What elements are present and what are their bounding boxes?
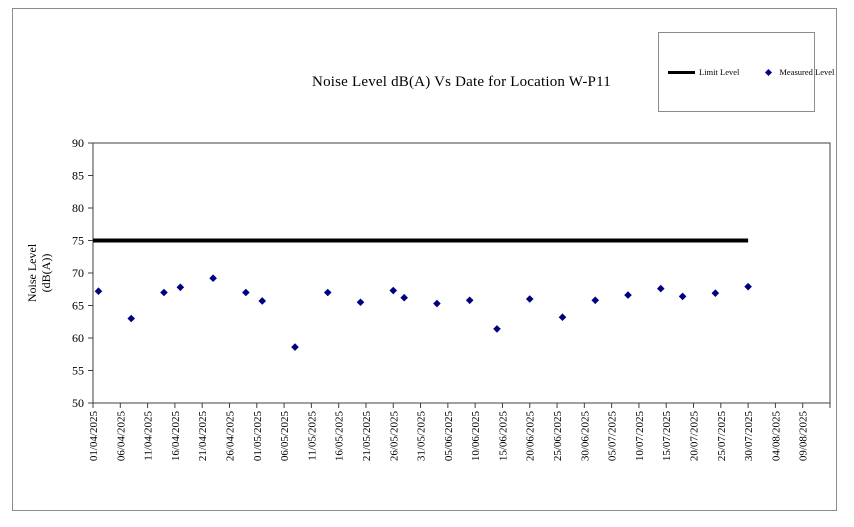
- data-point-marker: [493, 325, 501, 333]
- data-point-marker: [356, 298, 365, 307]
- x-tick-label: 01/04/2025: [88, 411, 100, 462]
- y-tick-label: 65: [72, 299, 84, 313]
- data-point-marker: [160, 288, 168, 297]
- data-point-marker: [624, 291, 632, 299]
- y-tick-label: 70: [72, 266, 84, 280]
- x-tick-label: 10/06/2025: [470, 411, 482, 462]
- data-point-marker: [465, 296, 474, 305]
- x-tick-label: 15/07/2025: [661, 411, 673, 462]
- data-point-marker: [656, 284, 665, 293]
- limit-line-icon: [668, 70, 695, 74]
- x-tick-label: 06/04/2025: [115, 411, 127, 462]
- data-point-marker: [744, 282, 752, 291]
- data-point-marker: [400, 293, 408, 302]
- x-tick-label: 04/08/2025: [770, 411, 782, 462]
- x-tick-label: 09/08/2025: [798, 411, 810, 462]
- x-tick-label: 20/06/2025: [525, 411, 537, 462]
- chart-title: Noise Level dB(A) Vs Date for Location W…: [312, 74, 611, 90]
- data-point-marker: [711, 289, 720, 297]
- y-tick-label: 75: [72, 234, 84, 248]
- data-point-marker: [127, 314, 136, 323]
- data-point-marker: [94, 287, 103, 295]
- y-tick-label: 85: [72, 169, 84, 183]
- x-tick-label: 16/04/2025: [170, 411, 182, 462]
- x-tick-label: 20/07/2025: [689, 411, 701, 462]
- x-tick-label: 10/07/2025: [634, 411, 646, 462]
- data-point-marker: [323, 288, 332, 297]
- x-tick-label: 11/04/2025: [143, 411, 155, 461]
- x-tick-label: 26/05/2025: [388, 411, 400, 462]
- data-point-marker: [433, 299, 441, 308]
- y-tick-label: 60: [72, 331, 84, 345]
- x-tick-label: 15/06/2025: [497, 411, 509, 462]
- y-tick-label: 80: [72, 201, 84, 215]
- x-tick-label: 16/05/2025: [334, 411, 346, 462]
- legend-label-limit-level: Limit Level: [699, 67, 740, 77]
- legend-row: Limit Level Measured Level: [659, 67, 834, 77]
- data-point-marker: [176, 283, 185, 292]
- y-tick-label: 55: [72, 364, 84, 378]
- x-tick-label: 05/06/2025: [443, 411, 455, 462]
- data-point-marker: [525, 295, 534, 303]
- data-point-marker: [258, 297, 267, 305]
- data-point-marker: [389, 286, 398, 295]
- data-point-marker: [242, 288, 250, 297]
- y-tick-label: 50: [72, 396, 84, 410]
- legend-label-measured-level: Measured Level: [779, 67, 835, 77]
- x-tick-label: 30/07/2025: [743, 411, 755, 462]
- plot-frame: [92, 142, 831, 404]
- data-point-marker: [678, 292, 687, 301]
- data-point-marker: [558, 313, 567, 321]
- x-tick-label: 30/06/2025: [579, 411, 591, 462]
- data-point-marker: [591, 296, 600, 305]
- x-tick-label: 25/06/2025: [552, 411, 564, 462]
- data-point-marker: [291, 343, 299, 351]
- legend: Limit Level Measured Level: [658, 32, 834, 112]
- x-tick-label: 06/05/2025: [279, 411, 291, 462]
- x-tick-label: 21/05/2025: [361, 411, 373, 462]
- x-tick-label: 01/05/2025: [252, 411, 264, 462]
- y-tick-label: 90: [72, 136, 84, 150]
- x-tick-label: 26/04/2025: [224, 411, 236, 462]
- data-point-marker: [209, 274, 217, 282]
- x-tick-label: 25/07/2025: [716, 411, 728, 462]
- x-tick-label: 11/05/2025: [306, 411, 318, 461]
- x-tick-label: 21/04/2025: [197, 411, 209, 462]
- x-tick-label: 05/07/2025: [607, 411, 619, 462]
- x-tick-label: 31/05/2025: [416, 411, 428, 462]
